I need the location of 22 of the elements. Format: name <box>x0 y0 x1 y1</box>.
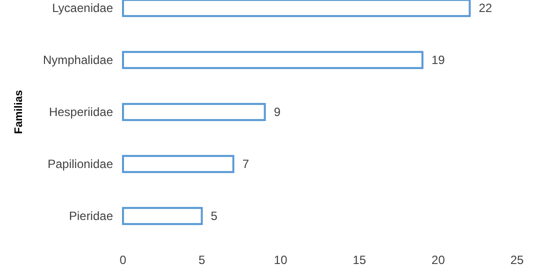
bar <box>122 102 266 122</box>
data-label: 5 <box>210 209 218 223</box>
data-label: 9 <box>274 105 281 119</box>
y-tick-label: Lycaenidae <box>52 1 114 15</box>
x-tick-label: 20 <box>432 253 446 267</box>
data-label: 19 <box>431 53 446 67</box>
y-axis-title: Familias <box>13 90 25 134</box>
y-tick-label: Hesperiidae <box>48 105 114 119</box>
x-tick-label: 25 <box>510 253 524 267</box>
x-tick-label: 0 <box>120 253 127 267</box>
y-tick-label: Nymphalidae <box>42 53 114 67</box>
data-label: 7 <box>242 157 250 171</box>
data-label: 22 <box>478 1 492 15</box>
x-tick-label: 15 <box>352 253 366 267</box>
bar <box>122 154 234 174</box>
bar <box>122 0 471 18</box>
x-tick-label: 5 <box>198 253 206 267</box>
x-tick-label: 10 <box>274 253 288 267</box>
y-tick-label: Papilionidae <box>48 157 114 171</box>
y-tick-label: Pieridae <box>68 209 114 223</box>
bar <box>122 50 424 70</box>
bar <box>122 206 203 226</box>
